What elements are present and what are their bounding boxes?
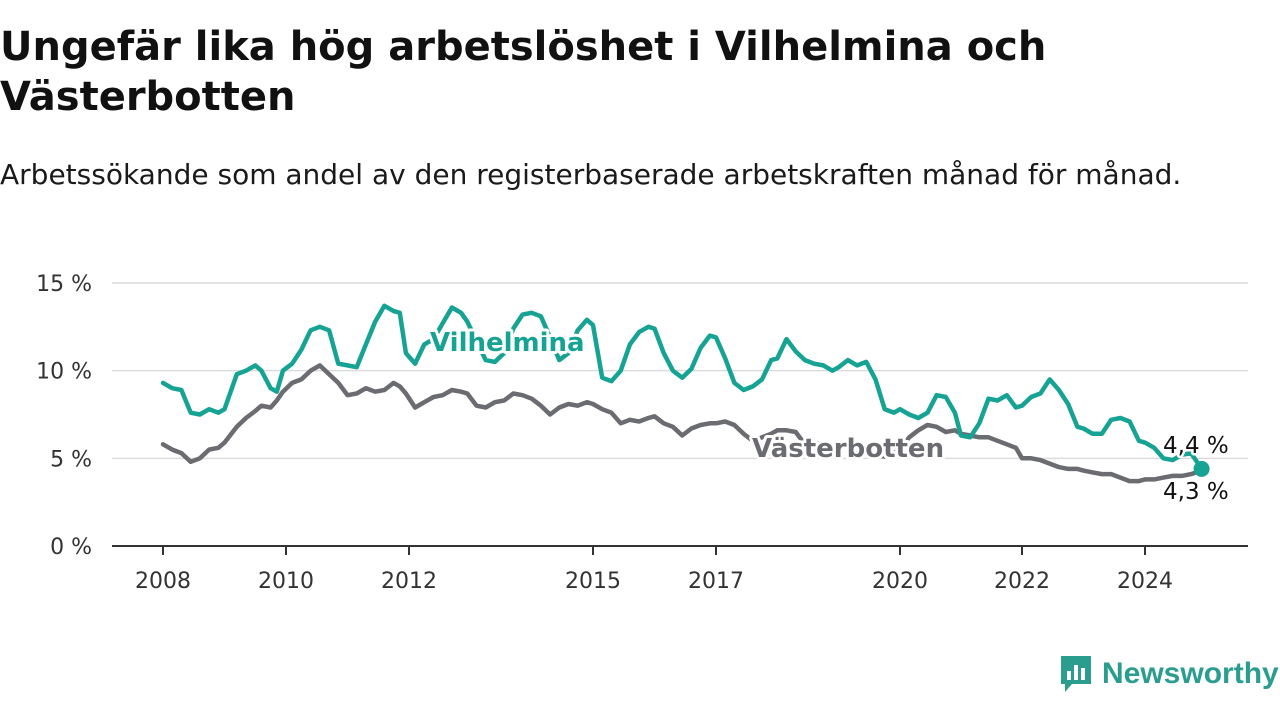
x-tick-label: 2022 [994, 569, 1050, 594]
newsworthy-brand[interactable]: Newsworthy [1058, 652, 1279, 696]
x-tick-label: 2017 [688, 569, 744, 594]
brand-name: Newsworthy [1102, 657, 1279, 690]
x-tick-label: 2012 [381, 569, 437, 594]
endpoint-marker [1193, 460, 1210, 477]
value-annotation: 4,4 % [1163, 433, 1229, 459]
series-line-1 [160, 363, 1204, 484]
y-tick-label: 15 % [36, 272, 92, 297]
y-tick-label: 10 % [36, 360, 92, 385]
newsworthy-logo-icon [1061, 656, 1091, 692]
y-tick-label: 5 % [50, 447, 92, 472]
series-line-0 [160, 303, 1204, 472]
x-tick-label: 2008 [135, 569, 191, 594]
series-labels: Vilhelmina Västerbotten 4,4 % 4,3 % [427, 325, 1231, 508]
x-tick-label: 2015 [565, 569, 621, 594]
x-tick-label: 2020 [872, 569, 928, 594]
x-axis-ticks: 2008 2010 2012 2015 2017 2020 2022 2024 [135, 546, 1173, 594]
y-tick-label: 0 % [50, 535, 92, 560]
x-tick-label: 2010 [258, 569, 314, 594]
series-label: Vilhelmina [430, 328, 585, 358]
gridlines [112, 282, 1248, 547]
series-lines [160, 303, 1210, 484]
y-axis-ticks: 0 % 5 % 10 % 15 % [36, 272, 92, 560]
value-annotation: 4,3 % [1163, 479, 1229, 505]
chart-subtitle: Arbetssökande som andel av den registerb… [0, 158, 1182, 191]
series-label: Västerbotten [752, 434, 944, 464]
chart-title: Ungefär lika hög arbetslöshet i Vilhelmi… [0, 24, 1047, 120]
x-tick-label: 2024 [1117, 569, 1173, 594]
